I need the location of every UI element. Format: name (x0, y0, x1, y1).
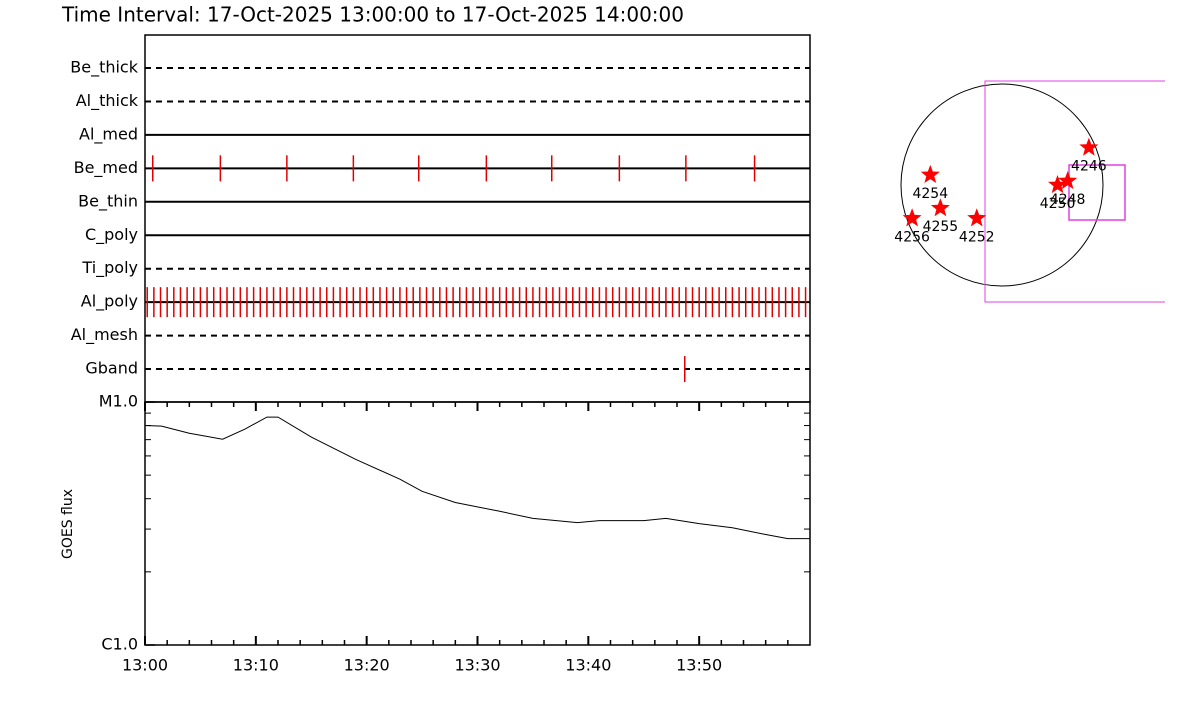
region-marker (1079, 137, 1099, 156)
row-label: Al_mesh (71, 325, 138, 345)
y-tick-label: C1.0 (101, 635, 138, 654)
region-label: 4246 (1071, 159, 1107, 175)
x-tick-label: 13:20 (344, 656, 390, 675)
goes-curve (144, 416, 810, 540)
region-marker (967, 208, 987, 227)
x-tick-label: 13:50 (676, 656, 722, 675)
row-label: Be_thin (78, 191, 138, 211)
row-label: Al_med (79, 124, 138, 144)
solar-disk (900, 83, 1104, 287)
region-marker (1058, 171, 1078, 190)
region-marker (1048, 175, 1068, 194)
region-label: 4256 (894, 229, 930, 245)
fov-box (984, 80, 1165, 303)
region-label: 4254 (912, 186, 948, 202)
region-label: 4255 (923, 219, 959, 235)
x-tick-label: 13:10 (233, 656, 279, 675)
region-marker (902, 208, 922, 227)
region-marker (920, 164, 940, 183)
region-label: 4250 (1040, 196, 1076, 212)
y-axis-label: GOES flux (60, 489, 76, 559)
fov-box-small (1068, 164, 1126, 221)
row-label: Al_poly (81, 292, 138, 312)
region-marker (930, 198, 950, 217)
row-label: C_poly (85, 225, 138, 245)
row-label: Gband (85, 359, 138, 378)
region-label: 4252 (959, 229, 995, 245)
row-label: Be_thick (70, 58, 138, 78)
row-label: Be_med (74, 158, 138, 178)
x-tick-label: 13:30 (454, 656, 500, 675)
x-tick-label: 13:40 (565, 656, 611, 675)
goes-frame (144, 401, 811, 646)
timeline-frame (144, 34, 811, 403)
y-tick-label: M1.0 (99, 392, 138, 411)
chart-title: Time Interval: 17-Oct-2025 13:00:00 to 1… (61, 3, 684, 27)
region-label: 4248 (1050, 192, 1086, 208)
row-label: Ti_poly (81, 258, 138, 278)
row-label: Al_thick (76, 91, 139, 111)
x-tick-label: 13:00 (122, 656, 168, 675)
